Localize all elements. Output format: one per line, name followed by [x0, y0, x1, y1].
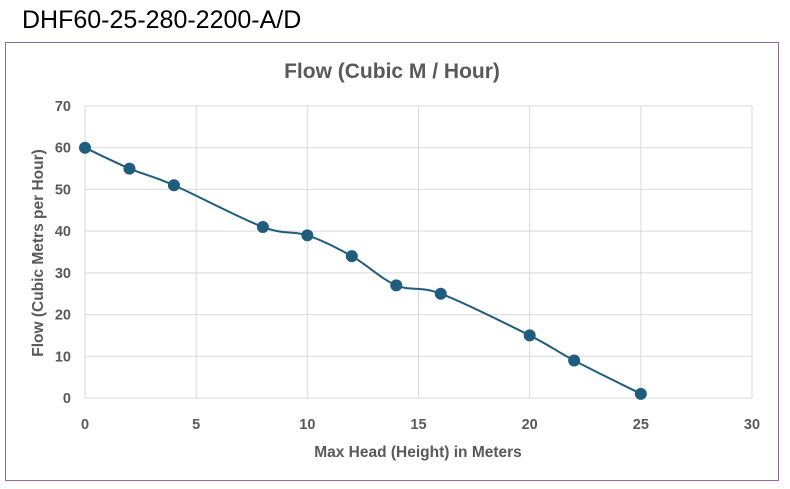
y-tick-label: 0: [63, 391, 71, 407]
y-tick-label: 30: [55, 266, 71, 282]
y-axis-title: Flow (Cubic Metrs per Hour): [30, 149, 47, 357]
data-point: [434, 287, 447, 300]
y-tick-label: 50: [55, 182, 71, 198]
page-heading: DHF60-25-280-2200-A/D: [22, 6, 302, 34]
x-tick-label: 20: [522, 417, 538, 433]
chart-frame: [5, 42, 779, 481]
y-tick-label: 70: [55, 99, 71, 115]
x-tick-label: 5: [192, 417, 200, 433]
gridlines: [84, 105, 753, 399]
data-point: [79, 141, 91, 154]
y-tick-label: 60: [55, 141, 71, 157]
y-tick-label: 40: [55, 224, 71, 240]
y-tick-label: 10: [55, 349, 71, 365]
chart-title: Flow (Cubic M / Hour): [284, 60, 500, 83]
data-point: [123, 162, 136, 175]
data-point: [345, 250, 358, 263]
data-point: [390, 279, 403, 292]
data-points: [79, 141, 647, 400]
data-point: [167, 179, 180, 192]
x-tick-label: 25: [633, 417, 649, 433]
data-point: [256, 220, 269, 233]
y-tick-label: 20: [55, 308, 71, 324]
x-tick-label: 15: [410, 417, 426, 433]
x-axis-title: Max Head (Height) in Meters: [314, 444, 522, 461]
data-point: [634, 387, 647, 400]
data-point: [301, 229, 314, 242]
x-tick-label: 30: [744, 417, 760, 433]
x-tick-label: 10: [299, 417, 315, 433]
data-point: [568, 354, 581, 367]
x-tick-label: 0: [81, 417, 89, 433]
tick-labels: 0 10 20 30 40 50 60 70 0 5 10 15 20 25 30: [55, 99, 760, 433]
data-point: [523, 329, 536, 342]
